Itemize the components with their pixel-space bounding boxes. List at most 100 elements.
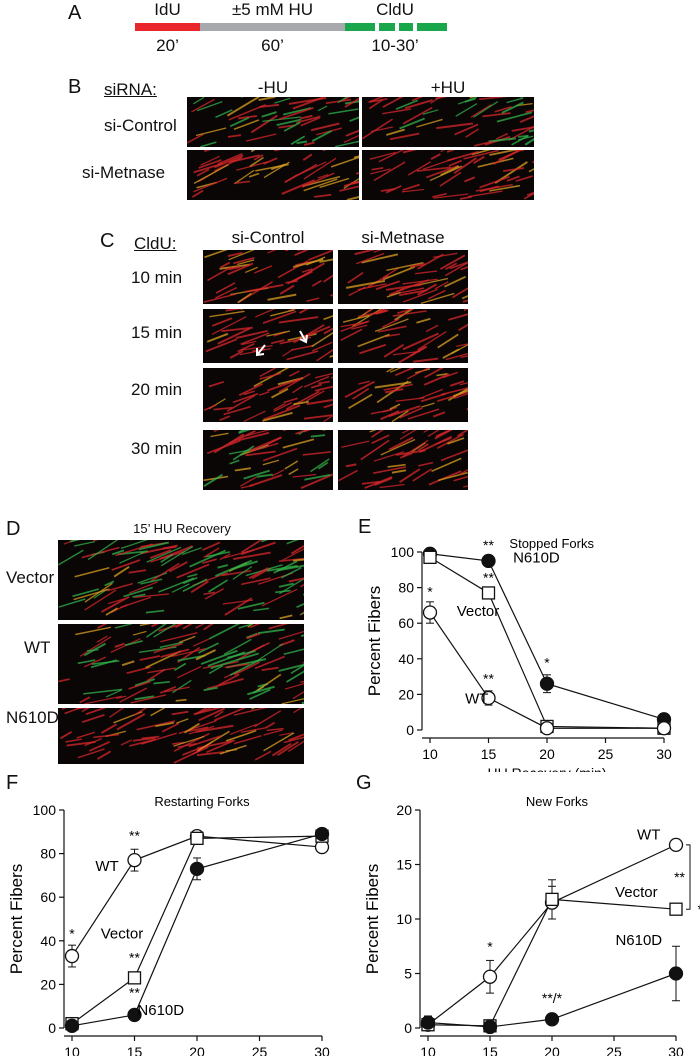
fiber-image bbox=[338, 309, 468, 363]
data-point bbox=[656, 721, 672, 736]
y-tick-label: 40 bbox=[40, 933, 56, 949]
y-tick-label: 0 bbox=[404, 1020, 412, 1036]
y-tick-label: 80 bbox=[398, 580, 414, 596]
row-wt: WT bbox=[24, 638, 51, 657]
y-tick-label: 10 bbox=[396, 911, 412, 927]
chart-title: Restarting Forks bbox=[154, 794, 250, 809]
y-tick-label: 15 bbox=[396, 857, 412, 873]
y-tick-label: 0 bbox=[406, 722, 414, 738]
x-tick-label: 10 bbox=[420, 1044, 436, 1056]
panel-letter-b: B bbox=[68, 76, 82, 98]
x-tick-label: 10 bbox=[64, 1044, 80, 1056]
y-tick-label: 20 bbox=[398, 686, 414, 702]
series-label: Vector bbox=[101, 926, 144, 943]
fiber-image bbox=[203, 309, 333, 363]
significance-mark: * bbox=[544, 655, 550, 671]
data-point bbox=[668, 966, 684, 981]
x-tick-label: 10 bbox=[422, 746, 438, 762]
hu-label: ±5 mM HU bbox=[231, 0, 314, 19]
panel-letter-e: E bbox=[358, 516, 372, 538]
x-axis-label: HU Recovery (min) bbox=[487, 765, 606, 772]
significance-mark: ** bbox=[483, 671, 494, 687]
series-line bbox=[427, 972, 677, 1028]
series-line bbox=[71, 835, 323, 957]
data-point bbox=[669, 902, 683, 916]
fiber-image bbox=[58, 540, 304, 620]
data-point bbox=[190, 831, 204, 845]
fiber-image bbox=[187, 97, 359, 147]
row-15-min: 15 min bbox=[131, 323, 183, 342]
cldu-bar-segment bbox=[345, 23, 375, 31]
data-point bbox=[423, 550, 437, 564]
significance-bracket bbox=[686, 844, 691, 910]
panel-letter-g: G bbox=[356, 772, 372, 794]
series-label: N610D bbox=[137, 1002, 184, 1019]
data-point bbox=[668, 837, 684, 853]
y-tick-label: 20 bbox=[40, 976, 56, 992]
fiber-image bbox=[58, 624, 304, 704]
significance-mark: ** bbox=[483, 569, 494, 585]
data-point bbox=[420, 1015, 436, 1030]
series-label: WT bbox=[95, 858, 118, 875]
significance-mark: * bbox=[698, 901, 700, 917]
series-line bbox=[429, 612, 664, 729]
x-tick-label: 30 bbox=[314, 1044, 330, 1056]
row-20-min: 20 min bbox=[131, 380, 183, 399]
series-label: N610D bbox=[615, 932, 662, 949]
fiber-image bbox=[203, 368, 333, 422]
significance-mark: ** bbox=[129, 828, 140, 844]
significance-mark: * bbox=[69, 926, 75, 942]
hu-duration: 60’ bbox=[261, 36, 284, 55]
y-axis-label: Percent Fibers bbox=[7, 864, 26, 975]
data-point bbox=[482, 969, 498, 984]
data-point bbox=[422, 605, 438, 620]
data-point bbox=[544, 1012, 560, 1027]
fiber-image bbox=[187, 150, 359, 200]
significance-mark: ** bbox=[129, 984, 140, 1000]
data-point bbox=[481, 690, 496, 706]
y-tick-label: 0 bbox=[48, 1020, 56, 1036]
chart-title: New Forks bbox=[526, 794, 589, 809]
cldu-label: CldU bbox=[376, 0, 414, 19]
chart-title: Stopped Forks bbox=[509, 536, 594, 551]
y-tick-label: 60 bbox=[398, 615, 414, 631]
col-si-metnase: si-Metnase bbox=[361, 228, 445, 247]
data-point bbox=[539, 676, 555, 691]
cldu-bar-segment bbox=[417, 23, 447, 31]
cldu-bar-segment bbox=[379, 23, 395, 31]
hu-bar bbox=[200, 23, 345, 31]
cldu-header: CldU: bbox=[134, 234, 177, 253]
series-label: WT bbox=[637, 826, 660, 843]
data-point bbox=[539, 721, 555, 736]
series-label: Vector bbox=[457, 603, 500, 620]
data-point bbox=[545, 892, 559, 907]
fiber-image bbox=[203, 250, 333, 304]
fiber-image bbox=[362, 150, 534, 200]
y-tick-label: 100 bbox=[391, 544, 415, 560]
significance-mark: ** bbox=[483, 537, 494, 553]
fiber-image bbox=[58, 708, 304, 764]
data-point bbox=[314, 826, 330, 842]
series-line bbox=[71, 833, 323, 1027]
idu-bar bbox=[135, 23, 200, 31]
row-10-min: 10 min bbox=[131, 268, 183, 287]
panel-letter-a: A bbox=[68, 2, 82, 24]
y-axis-label: Percent Fibers bbox=[363, 864, 382, 975]
fiber-image bbox=[362, 97, 534, 147]
x-tick-label: 20 bbox=[544, 1044, 560, 1056]
row-si-control: si-Control bbox=[104, 116, 177, 135]
panel-letter-d: D bbox=[6, 518, 21, 540]
restarting-forks-chart: 0204060801001015202530HU Recovery (min)P… bbox=[7, 794, 330, 1056]
new-forks-chart: 051015201015202530HU Recovery (min)Perce… bbox=[363, 794, 700, 1056]
cldu-bar-segment bbox=[399, 23, 413, 31]
data-point bbox=[127, 971, 142, 985]
x-tick-label: 15 bbox=[127, 1044, 143, 1056]
y-tick-label: 20 bbox=[396, 802, 412, 818]
x-tick-label: 30 bbox=[656, 746, 672, 762]
stopped-forks-chart: 0 20 40 60 80 100 10 15 20 25 30 HU Recovery (min) P… bbox=[365, 536, 672, 772]
significance-mark: ** bbox=[674, 869, 685, 885]
fiber-image bbox=[338, 368, 468, 422]
series-line bbox=[71, 835, 323, 1025]
fiber-image bbox=[338, 250, 468, 304]
idu-label: IdU bbox=[154, 0, 181, 19]
